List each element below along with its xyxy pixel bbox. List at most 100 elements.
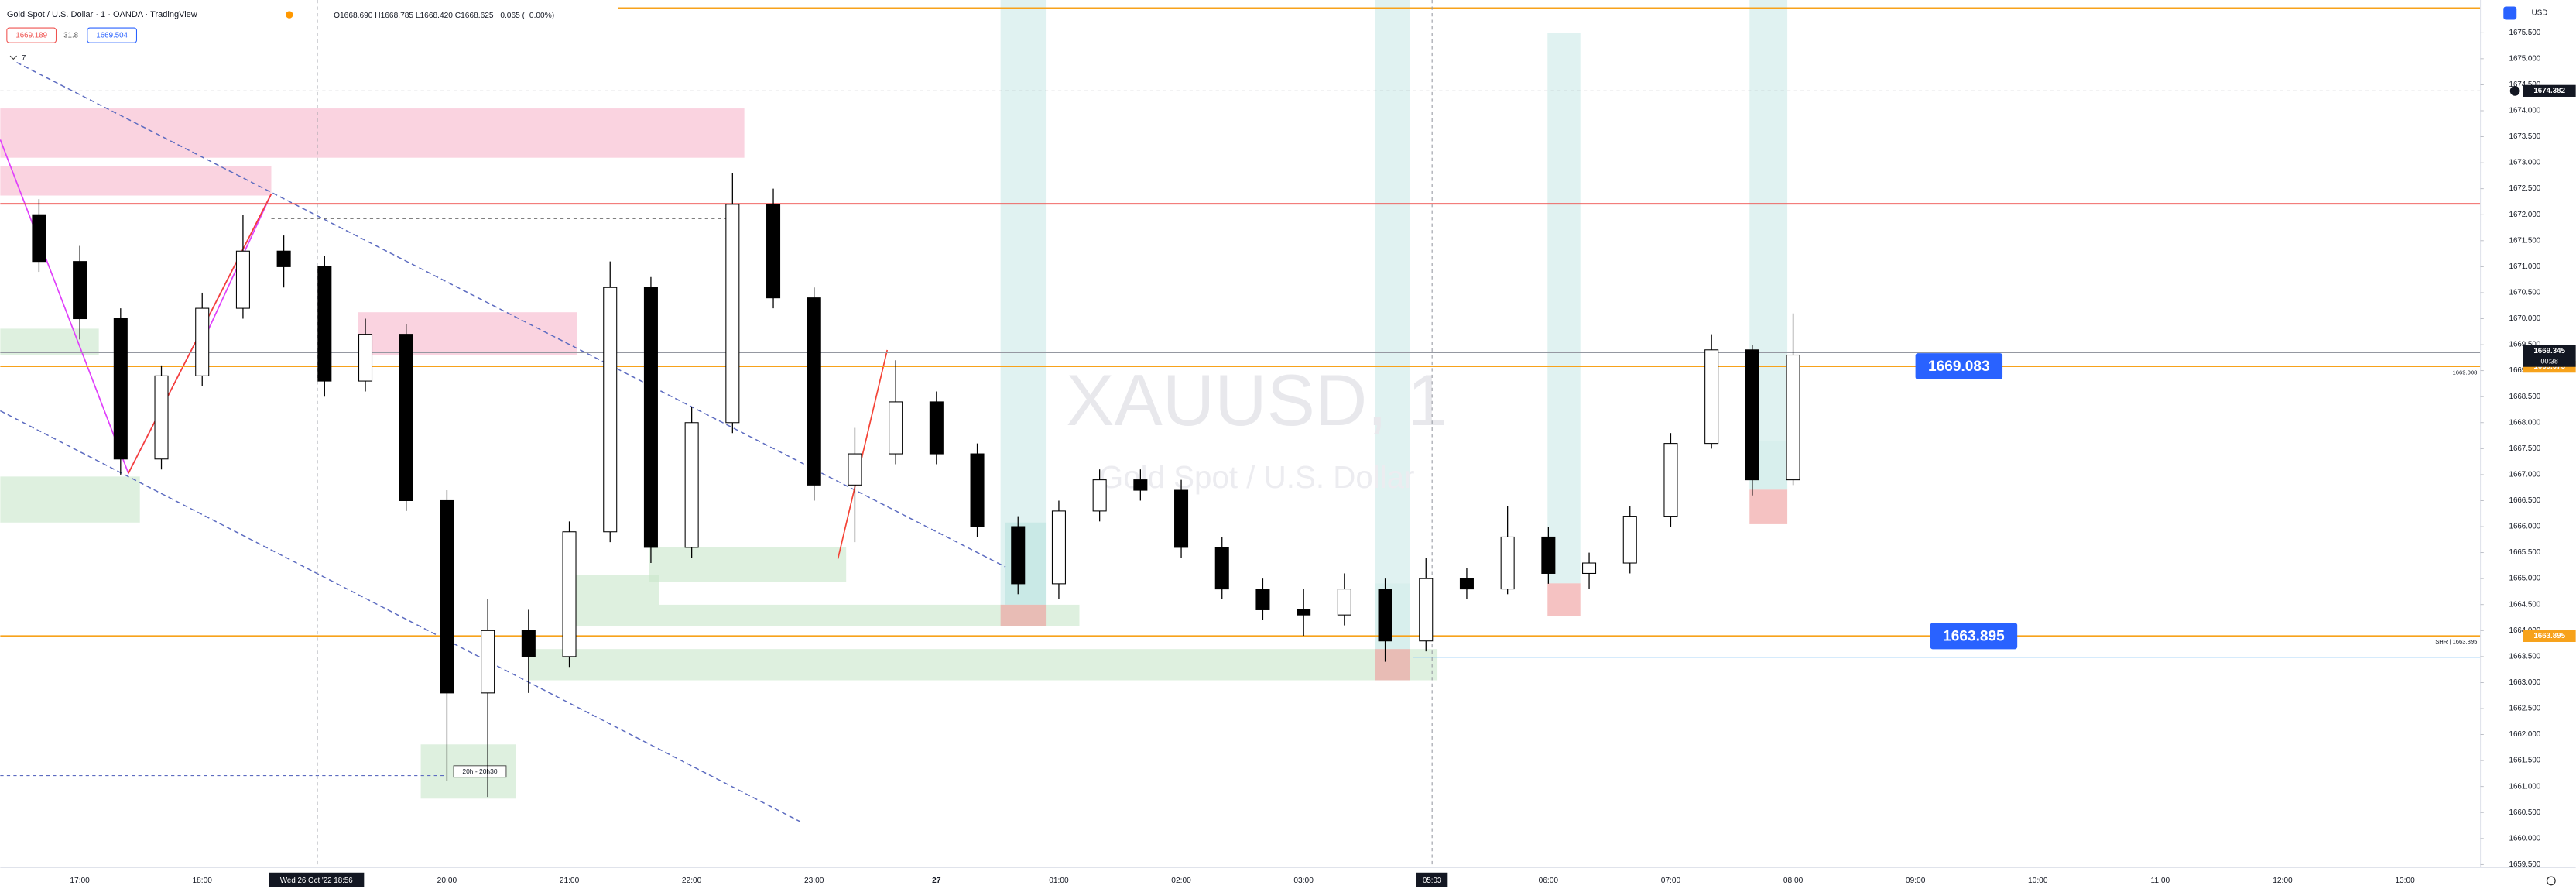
y-tick-label: 1666.500 (2509, 496, 2541, 505)
trend-line (16, 61, 1006, 568)
x-tick-label: 10:00 (2028, 877, 2048, 885)
y-tick-label: 1675.500 (2509, 29, 2541, 37)
x-tick-label: 21:00 (560, 877, 580, 885)
candle-body (1582, 562, 1597, 574)
supply-zone (0, 166, 272, 196)
cursor-label: Wed 26 Oct '22 18:56 (280, 877, 353, 885)
current-price-badge-box (2523, 345, 2576, 358)
candle-body (1174, 489, 1189, 548)
y-tick-label: 1661.500 (2509, 757, 2541, 765)
candle-body (725, 204, 740, 424)
axis-badge: 1663.895 (2533, 632, 2565, 640)
candle-body (1092, 479, 1107, 512)
y-tick-label: 1674.000 (2509, 107, 2541, 115)
y-tick-label: 1673.500 (2509, 132, 2541, 141)
x-tick-label: 09:00 (1906, 877, 1926, 885)
buy-price[interactable]: 1669.504 (96, 32, 128, 40)
zigzag (837, 349, 889, 559)
supply-zone (358, 312, 577, 355)
price-axis (2480, 0, 2576, 889)
y-tick-label: 1660.000 (2509, 834, 2541, 843)
x-tick-label: 18:00 (192, 877, 212, 885)
demand-zone (567, 575, 659, 626)
x-tick-label: 12:00 (2273, 877, 2293, 885)
header: Gold Spot / U.S. Dollar · 1 · OANDA · Tr… (6, 6, 2556, 886)
plot: 1669.083 1663.895 SHR | 1663.895 1669.008 (0, 0, 2481, 868)
y-tick-label: 1667.000 (2509, 470, 2541, 479)
watermark: XAUUSD, 1 (1066, 359, 1447, 441)
session-band (1375, 0, 1410, 584)
x-tick-label: 23:00 (804, 877, 824, 885)
demand-zone (529, 649, 1438, 681)
candle-body (1378, 589, 1392, 642)
candle-body (235, 250, 250, 309)
candle-body (358, 334, 373, 382)
y-tick-label: 1666.000 (2509, 523, 2541, 531)
sell-price[interactable]: 1669.189 (15, 32, 47, 40)
risk-zone (1547, 583, 1581, 616)
level-badge (1915, 353, 2003, 380)
status-dot (286, 11, 293, 19)
y-tick-label: 1671.500 (2509, 236, 2541, 245)
candle-body (73, 261, 87, 320)
candle-body (481, 630, 495, 694)
cursor-label-box (1416, 872, 1448, 887)
x-tick-label: 27 (932, 877, 941, 885)
annotation: 20h - 20h30 (462, 767, 497, 775)
y-tick-label: 1671.000 (2509, 263, 2541, 271)
symbol: Gold Spot / U.S. Dollar · 1 · OANDA · Tr… (7, 10, 197, 19)
chevron[interactable] (9, 55, 17, 60)
shr-label: SHR | 1663.895 (2435, 638, 2477, 645)
y-tick-label: 1670.500 (2509, 289, 2541, 297)
cursor-label-box (269, 872, 365, 887)
watermark-subtitle: Gold Spot / U.S. Dollar (1099, 460, 1415, 495)
candle-body (1011, 526, 1026, 585)
axis-badge-box (2523, 630, 2576, 642)
y-tick-label: 1672.000 (2509, 211, 2541, 219)
x-tick-label: 22:00 (682, 877, 702, 885)
candle-body (603, 287, 618, 533)
y-tick-label: 1665.500 (2509, 548, 2541, 557)
y-tick-label: 1659.500 (2509, 860, 2541, 869)
demand-zone (0, 328, 99, 355)
candle-body (1337, 589, 1351, 616)
y-tick-label: 1672.500 (2509, 184, 2541, 193)
x-tick-label: 08:00 (1783, 877, 1804, 885)
indicator-count[interactable]: 7 (22, 54, 26, 63)
candle-body (399, 334, 413, 502)
candle-body (1663, 443, 1678, 517)
candle-body (317, 266, 332, 382)
candle-body (1786, 354, 1800, 481)
y-tick-label: 1667.500 (2509, 444, 2541, 453)
candle-body (440, 499, 454, 694)
trend-line (0, 410, 801, 822)
session-band (1547, 33, 1581, 584)
crosshair-icon (2509, 85, 2520, 96)
gear-icon[interactable] (2546, 876, 2556, 886)
candle-body (1297, 609, 1311, 616)
line-label: 1669.008 (2453, 369, 2478, 376)
settings-icon[interactable] (2503, 6, 2517, 20)
level-badge (1930, 623, 2018, 650)
x-tick-label: 17:00 (70, 877, 90, 885)
candle-body (1704, 349, 1719, 444)
candle-body (848, 453, 862, 486)
crosshair-price-box (2523, 84, 2576, 97)
candle-body (1214, 547, 1229, 590)
current-price-badge: 1669.345 (2533, 347, 2565, 355)
demand-zone (0, 476, 140, 523)
buy-button[interactable] (87, 27, 138, 43)
supply-zone (0, 108, 745, 158)
sell-button[interactable] (6, 27, 57, 43)
candle-body (807, 297, 821, 486)
y-tick-label: 1668.500 (2509, 393, 2541, 401)
y-tick-label: 1675.000 (2509, 54, 2541, 63)
x-tick-label: 03:00 (1293, 877, 1314, 885)
y-tick-label: 1665.000 (2509, 575, 2541, 583)
candle-body (276, 250, 291, 267)
candle-body (1459, 578, 1474, 590)
y-tick-label: 1662.500 (2509, 705, 2541, 713)
candle-body (195, 307, 210, 376)
candle-body (521, 630, 536, 657)
x-tick-label: 20:00 (437, 877, 457, 885)
